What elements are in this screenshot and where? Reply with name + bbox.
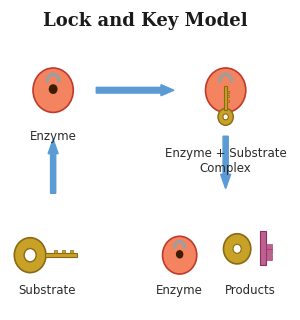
Circle shape [33, 68, 73, 112]
Text: Enzyme + Substrate
Complex: Enzyme + Substrate Complex [165, 147, 286, 175]
Bar [227, 100, 229, 102]
Circle shape [176, 250, 183, 258]
Circle shape [14, 238, 46, 273]
FancyArrow shape [96, 85, 174, 96]
Circle shape [224, 234, 251, 264]
Bar [62, 250, 65, 253]
Bar [52, 88, 55, 92]
Bar [178, 253, 181, 257]
FancyArrow shape [220, 136, 231, 188]
Text: Products: Products [225, 284, 275, 297]
Text: Enzyme: Enzyme [30, 130, 76, 143]
Circle shape [163, 236, 197, 274]
Circle shape [218, 108, 233, 125]
Bar [266, 249, 272, 254]
Circle shape [233, 244, 241, 253]
Circle shape [223, 114, 228, 120]
Text: Enzyme: Enzyme [156, 284, 203, 297]
Bar [227, 91, 229, 93]
FancyArrow shape [48, 140, 58, 193]
Bar [260, 231, 266, 265]
Circle shape [206, 68, 246, 112]
Text: Lock and Key Model: Lock and Key Model [43, 12, 248, 30]
Text: Substrate: Substrate [19, 284, 76, 297]
Circle shape [49, 84, 58, 94]
Circle shape [24, 249, 36, 262]
Bar [266, 255, 272, 260]
Bar [54, 250, 57, 253]
Bar [224, 85, 227, 110]
Bar [227, 95, 229, 97]
Bar [266, 244, 272, 249]
Bar [45, 253, 77, 257]
Bar [70, 250, 73, 253]
